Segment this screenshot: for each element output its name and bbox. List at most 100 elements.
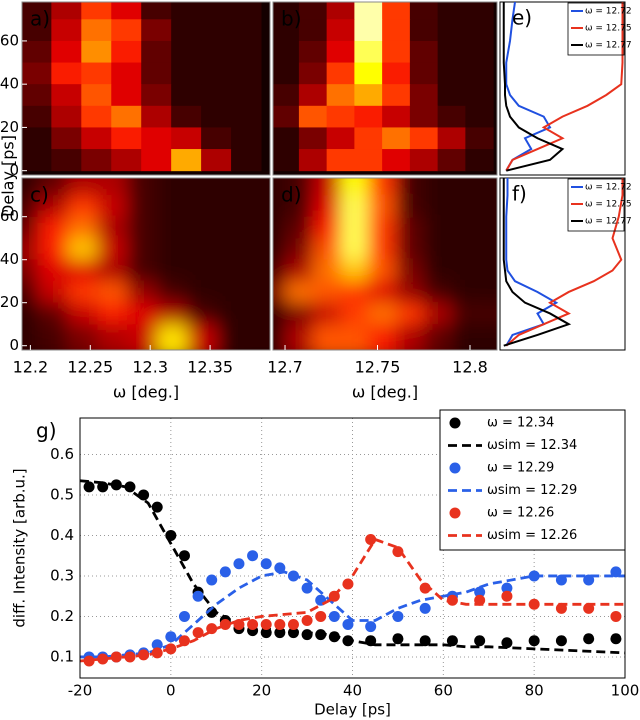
data-point (392, 546, 404, 558)
heatmap-cells (273, 2, 494, 172)
heatmap-cell (141, 105, 172, 128)
y-tick-label: 20 (0, 118, 19, 136)
heatmap-cell (171, 62, 202, 85)
x-tick-label: 12.7 (267, 358, 303, 377)
legend-label: ω = 12.77 (585, 217, 632, 227)
data-point (610, 610, 622, 622)
heatmap-cell (354, 2, 383, 20)
heatmap-cell (111, 19, 142, 42)
heatmap-cell (354, 84, 383, 107)
heatmap-cell (217, 178, 270, 196)
heatmap-cell (201, 127, 232, 150)
heatmap-cell (437, 149, 466, 172)
x-tick-label: 60 (434, 682, 453, 700)
heatmap-cell (81, 2, 112, 20)
data-point (365, 621, 377, 633)
data-point (151, 639, 163, 651)
heatmap-cell (22, 105, 52, 128)
heatmap-cell (354, 40, 383, 64)
x-tick-label: 100 (611, 682, 640, 700)
data-point (219, 566, 231, 578)
heatmap-cell (451, 259, 497, 282)
legend-label: ω = 12.75 (585, 24, 632, 34)
data-point (83, 481, 95, 493)
heatmap-cell (171, 149, 202, 172)
legend-label: ω = 12.72 (585, 7, 632, 17)
heatmap-cell (298, 149, 328, 172)
heatmap-cell (354, 62, 383, 85)
x-tick-label: 80 (525, 682, 544, 700)
heatmap-cell (437, 127, 466, 150)
heatmap-cell (217, 259, 270, 282)
heatmap-cell (451, 216, 497, 239)
heatmap-cell (201, 62, 232, 85)
data-point (583, 633, 595, 645)
data-point (83, 655, 95, 667)
data-point (501, 582, 513, 594)
data-point (206, 574, 218, 586)
x-tick-label: 12.75 (355, 358, 401, 377)
heatmap-cell (382, 127, 411, 150)
y-tick-label: 60 (0, 31, 19, 49)
heatmap-cell (141, 40, 172, 64)
heatmap-cell (273, 62, 300, 85)
heatmap-cell (171, 40, 202, 64)
legend-box (567, 2, 625, 56)
data-point (392, 610, 404, 622)
panel-label: c) (30, 183, 49, 207)
x-tick-label: 12.3 (132, 358, 168, 377)
heatmap-cell (451, 238, 497, 261)
heatmap-cell (22, 40, 52, 64)
heatmap-cell (409, 2, 439, 20)
panel-label: b) (281, 7, 302, 31)
y-tick-label: 0 (9, 161, 19, 179)
x-tick-label: 12.8 (452, 358, 488, 377)
x-tick-label: -20 (68, 682, 93, 700)
data-point (419, 602, 431, 614)
legend-swatch (449, 417, 461, 429)
heatmap-cell (171, 2, 202, 20)
heatmap-cell (171, 84, 202, 107)
heatmap-cell (273, 105, 300, 128)
plot-frame (272, 1, 498, 176)
heatmap-cell (326, 19, 355, 42)
heatmap-cell (217, 302, 270, 325)
heatmap-cell (51, 84, 82, 107)
x-tick-label: 0 (166, 682, 176, 700)
heatmap-cell (382, 19, 411, 42)
heatmap-cell (81, 62, 112, 85)
heatmap-cell (217, 238, 270, 261)
heatmap-cell (298, 84, 328, 107)
heatmap-cell (111, 105, 142, 128)
heatmap-cell (231, 19, 262, 42)
heatmap-cell (111, 127, 142, 150)
data-point (528, 570, 540, 582)
sim-line (80, 570, 625, 659)
heatmap-cell (382, 40, 411, 64)
data-point (328, 610, 340, 622)
heatmap-cell (51, 105, 82, 128)
x-tick-label: 20 (252, 682, 271, 700)
heatmap-cell (298, 105, 328, 128)
legend-swatch (449, 507, 461, 519)
data-point (192, 627, 204, 639)
data-point (274, 619, 286, 631)
y-tick-label: 0.1 (50, 647, 74, 665)
heatmap-cell (437, 40, 466, 64)
heatmap-cell (354, 127, 383, 150)
heatmap-cell (326, 2, 355, 20)
legend-label: ωsim = 12.29 (487, 483, 577, 498)
data-point (315, 610, 327, 622)
heatmap-cell (451, 178, 497, 196)
data-point (301, 582, 313, 594)
x-tick-label: 40 (343, 682, 362, 700)
heatmap (22, 2, 262, 172)
y-tick-label: 0.4 (50, 526, 74, 544)
data-point (247, 550, 259, 562)
plot-frame (21, 177, 271, 351)
heatmap-cells (22, 2, 262, 172)
heatmap-cell (437, 2, 466, 20)
heatmap-cell (409, 19, 439, 42)
heatmap-cell (465, 84, 494, 107)
